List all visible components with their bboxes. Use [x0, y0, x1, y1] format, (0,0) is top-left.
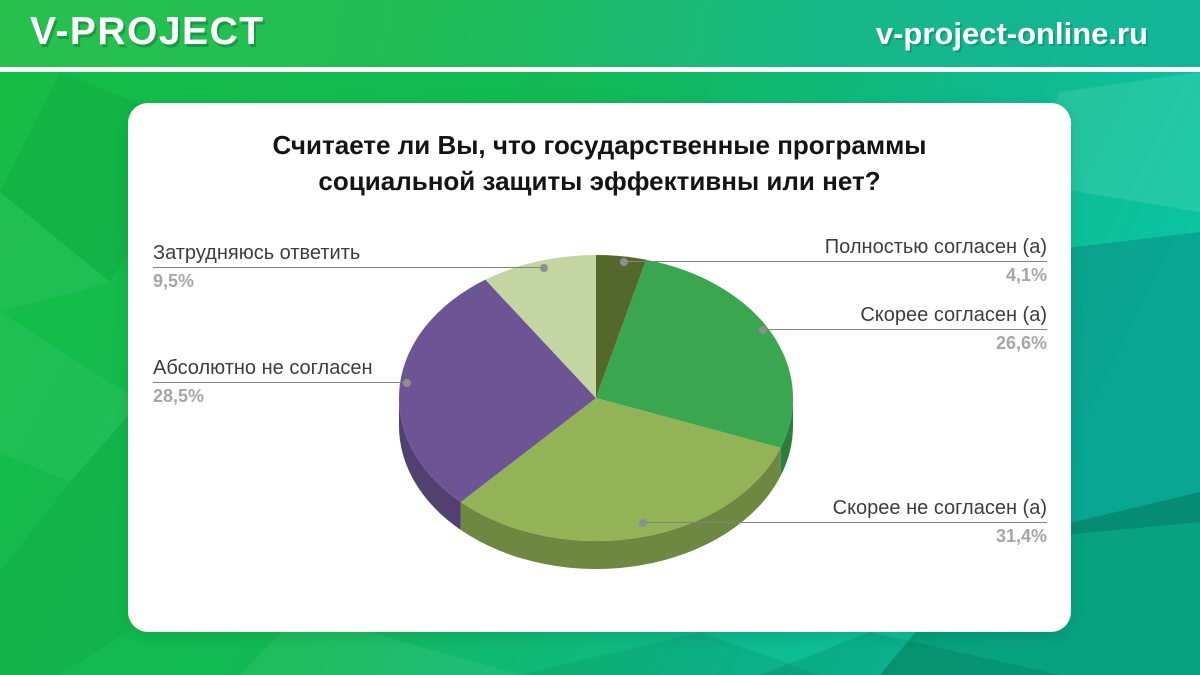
callout-line — [759, 326, 1047, 334]
pie-slice-2 — [460, 398, 781, 541]
slice-percent: 26,6% — [995, 333, 1047, 353]
callout-dot — [540, 264, 548, 272]
slice-label: Затрудняюсь ответить — [153, 242, 361, 264]
pie-slice-4 — [485, 255, 596, 398]
callout-затрудняюсь-ответить: Затрудняюсь ответить 9,5% — [153, 240, 548, 295]
chart-card: Считаете ли Вы, что государственные прог… — [128, 103, 1071, 632]
callout-line — [153, 379, 411, 387]
callout-line — [153, 264, 548, 272]
pie-slice-3 — [399, 279, 596, 503]
callout-скорее-согласен: Скорее согласен (а) 26,6% — [759, 302, 1047, 357]
site-url-text: v-project-online.ru — [875, 16, 1148, 51]
slice-label: Абсолютно не согласен — [153, 357, 373, 379]
slice-percent: 28,5% — [153, 386, 205, 406]
slice-percent: 31,4% — [995, 526, 1047, 546]
callout-скорее-не-согласен: Скорее не согласен (а) 31,4% — [639, 495, 1047, 550]
callout-абсолютно-не-согласен: Абсолютно не согласен 28,5% — [153, 355, 411, 410]
header-bar: V-PROJECT v-project-online.ru — [0, 0, 1200, 72]
slice-percent: 9,5% — [153, 271, 195, 291]
callout-dot — [759, 326, 767, 334]
pie-slice-side — [780, 398, 793, 476]
slice-percent: 4,1% — [1005, 265, 1047, 285]
brand-logo: V-PROJECT — [30, 10, 265, 53]
slice-label: Полностью согласен (а) — [824, 236, 1047, 258]
pie-slice-side — [399, 398, 461, 531]
pie-slice-side — [460, 447, 781, 569]
callout-dot — [620, 258, 628, 266]
slice-label: Скорее согласен (а) — [860, 304, 1047, 326]
callout-полностью-согласен: Полностью согласен (а) 4,1% — [620, 234, 1047, 289]
chart-title: Считаете ли Вы, что государственные прог… — [272, 130, 927, 196]
pie-slice-1 — [596, 259, 793, 448]
callout-line — [620, 258, 1047, 266]
pie-slice-0 — [596, 255, 647, 398]
pie-chart — [399, 255, 793, 569]
callout-dot — [403, 379, 411, 387]
callout-line — [639, 519, 1047, 527]
slice-label: Скорее не согласен (а) — [832, 497, 1047, 519]
callout-dot — [639, 519, 647, 527]
